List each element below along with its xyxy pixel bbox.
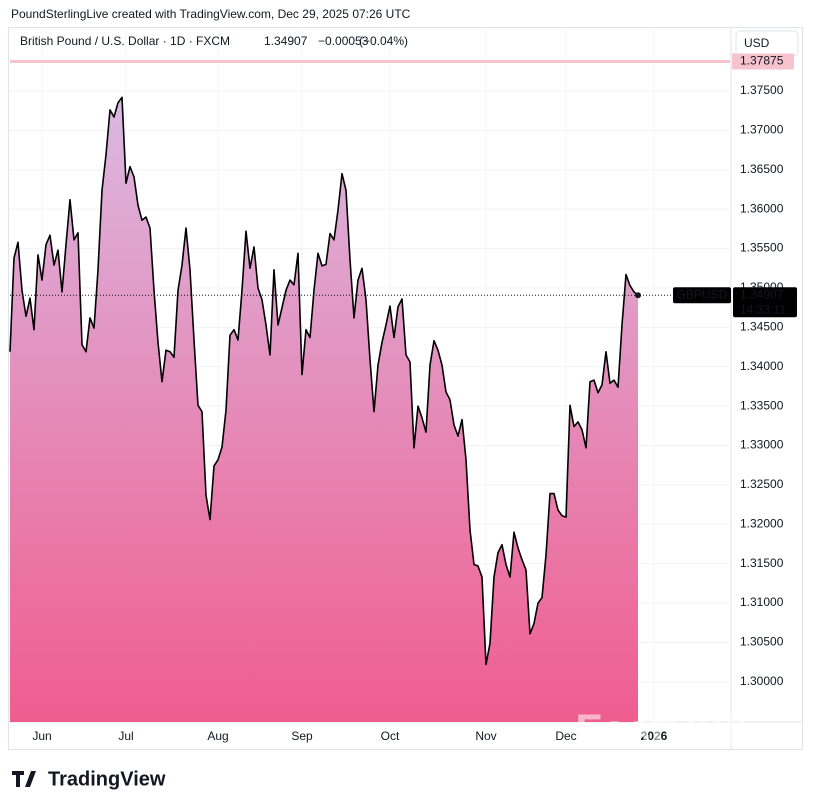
y-tick-label: 1.32000 (740, 516, 784, 530)
price-line (9, 96, 639, 666)
logo: TradingView (12, 768, 166, 790)
legend-change: −0.00053 (318, 34, 369, 48)
x-tick-label: Dec (555, 729, 576, 743)
legend-change-pct: (−0.04%) (359, 34, 408, 48)
x-tick-label: Oct (381, 729, 400, 743)
y-tick-label: 1.37000 (740, 123, 784, 137)
symbol-label-bg (673, 287, 731, 304)
y-tick-label: 1.34500 (740, 320, 784, 334)
logo-text: TradingView (48, 768, 166, 790)
hline-label-bg (732, 53, 794, 70)
y-tick-label: 1.30000 (740, 674, 784, 688)
y-tick-label: 1.31500 (740, 556, 784, 570)
plot (9, 28, 730, 722)
y-tick-label: 1.31000 (740, 595, 784, 609)
price-label-bg (733, 287, 797, 318)
x-tick-label: Aug (207, 729, 228, 743)
y-tick-label: 1.37500 (740, 83, 784, 97)
y-tick-label: 1.30500 (740, 635, 784, 649)
legend-price: 1.34907 (264, 34, 308, 48)
symbol-label: GBPUSD (677, 287, 728, 301)
x-tick-label: 2026 (641, 729, 668, 743)
y-tick-label: 1.36500 (740, 162, 784, 176)
watermark: FastBull (575, 706, 749, 755)
last-point (635, 292, 641, 299)
legend-instrument: British Pound / U.S. Dollar · 1D · FXCM (20, 34, 230, 48)
y-tick-label: 1.33000 (740, 438, 784, 452)
y-tick-label: 1.32500 (740, 477, 784, 491)
credit: PoundSterlingLive created with TradingVi… (11, 7, 411, 21)
x-tick-label: Sep (291, 729, 313, 743)
area-fill (10, 97, 638, 722)
y-tick-label: 1.36000 (740, 201, 784, 215)
logo-icon (12, 771, 36, 787)
y-tick-label: 1.33500 (740, 398, 784, 412)
y-tick-label: 1.34000 (740, 359, 784, 373)
chart-frame (8, 27, 803, 750)
price-label: 1.34907 (740, 287, 784, 301)
y-tick-label: 1.35500 (740, 241, 784, 255)
x-tick-label: Jun (32, 729, 51, 743)
countdown-label: 14:33:11 (740, 302, 786, 316)
x-tick-label: Nov (475, 729, 496, 743)
hline-label: 1.37875 (740, 54, 784, 68)
currency[interactable]: USD (744, 36, 770, 50)
x-tick-label: Jul (118, 729, 133, 743)
